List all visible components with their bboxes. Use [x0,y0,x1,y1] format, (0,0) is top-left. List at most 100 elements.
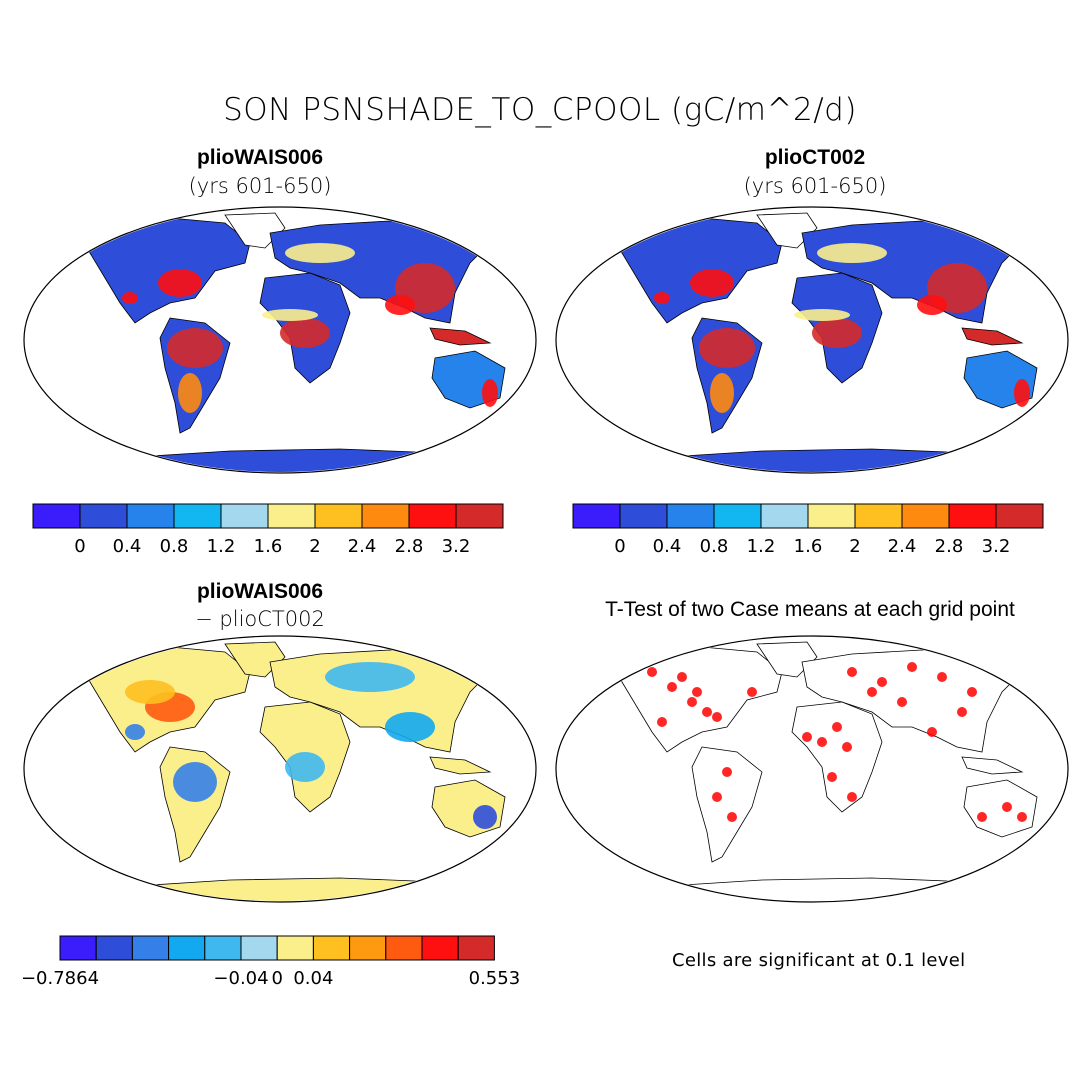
colorbar-segment [854,503,903,529]
signif-cell [677,672,687,682]
mark-sahel [262,309,318,321]
colorbar-bottom-left: −0.7864 −0.04 0 0.04 0.553 [21,935,521,989]
signif-cell [712,792,722,802]
colorbar-tick-label: −0.7864 [21,968,99,989]
colorbar-segment [349,935,387,961]
region-australia [431,779,506,838]
signif-cell [957,707,967,717]
mark-amazon [699,328,755,368]
signif-cell [1002,802,1012,812]
signif-cell [977,812,987,822]
region-maritime-se-asia [961,327,1024,346]
colorbar-tick-label: 0.04 [293,968,333,989]
mark-amazon-diff [173,762,217,802]
signif-cell [842,742,852,752]
region-north-america [611,217,783,324]
colorbar-tick-label: 0.4 [653,536,682,557]
mark-europe [285,243,355,263]
colorbar-tick-label: 0.553 [469,968,521,989]
signif-cell [687,697,697,707]
colorbar-segment [760,503,809,529]
colorbar-tick-label: 0.4 [113,536,142,557]
colorbar-segment [267,503,316,529]
mark-amazon [167,328,223,368]
colorbar-tick-label: −0.04 [213,968,268,989]
region-maritime-se-asia [429,756,492,775]
colorbar-segment [220,503,269,529]
colorbar-segment [32,503,81,529]
panel-tl-subtitle: (yrs 601-650) [188,174,332,198]
mark-central-africa-diff [285,752,325,782]
colorbar-segment [408,503,457,529]
mark-south-asia-diff [385,712,435,742]
mark-india [385,295,415,315]
map-panel-top-right [555,206,1069,474]
signif-cell [647,667,657,677]
colorbar-segment [240,935,278,961]
signif-cell [877,677,887,687]
colorbar-tick-label: 1.6 [254,536,283,557]
mark-eastern-us [158,269,202,297]
mark-southern-brazil [710,373,734,413]
region-north-america [79,217,251,324]
colorbar-segment [59,935,97,961]
signif-cell [657,717,667,727]
mark-europe [817,243,887,263]
panel-bl-title: plioWAIS006 [196,580,324,603]
panel-tl-title: plioWAIS006 [196,146,324,169]
panel-bl-subtitle: − plioCT002 [195,607,325,631]
signif-cell [937,672,947,682]
colorbar-segment [807,503,856,529]
signif-cell [832,722,842,732]
map-panel-bottom-right [555,635,1069,903]
mark-india [917,295,947,315]
mark-sahel [794,309,850,321]
colorbar-tick-label: 2 [849,536,860,557]
colorbar-tick-label: 0 [74,536,85,557]
region-australia-outline [963,779,1038,838]
signif-cell [817,737,827,747]
signif-cell [967,687,977,697]
colorbar-segment [995,503,1044,529]
colorbar-tick-label: 0 [271,968,282,989]
colorbar-segment [126,503,175,529]
region-samerica-outline [691,746,763,863]
mark-australia-diff [473,805,497,829]
colorbar-segment [361,503,410,529]
colorbar-tick-label: 1.6 [794,536,823,557]
colorbar-tick-label: 2 [309,536,320,557]
signif-cell [802,732,812,742]
colorbar-segment [312,935,351,961]
signif-cell [897,697,907,707]
mark-australia-east [1014,379,1030,407]
signif-cell [847,792,857,802]
signif-cell [727,812,737,822]
mark-eastern-us [690,269,734,297]
colorbar-segment [457,935,495,961]
map-panel-bottom-left [23,635,537,903]
colorbar-segment [131,935,170,961]
colorbar-segment [421,935,459,961]
colorbar-tick-label: 3.2 [442,536,471,557]
colorbar-segment [168,935,206,961]
colorbar-segment [385,935,423,961]
colorbar-segment [572,503,621,529]
colorbar-segment [948,503,997,529]
signif-cell [907,662,917,672]
mark-central-africa [812,318,862,348]
mark-mexico [122,292,138,304]
mark-australia-east [482,379,498,407]
signif-cell [692,687,702,697]
panel-tr-title: plioCT002 [764,146,866,169]
signif-cell [712,712,722,722]
mark-southern-brazil [178,373,202,413]
mark-central-africa [280,318,330,348]
colorbar-top-left: 0 0.4 0.8 1.2 1.6 2 2.4 2.8 3.2 [32,503,504,557]
panel-tr-subtitle: (yrs 601-650) [743,174,887,198]
colorbar-segment [455,503,504,529]
region-maritime-se-asia [429,327,492,346]
panel-br-title: T-Test of two Case means at each grid po… [605,598,1015,621]
colorbar-tick-label: 2.4 [888,536,917,557]
region-seasia-outline [961,756,1024,775]
colorbar-tick-label: 0.8 [700,536,729,557]
